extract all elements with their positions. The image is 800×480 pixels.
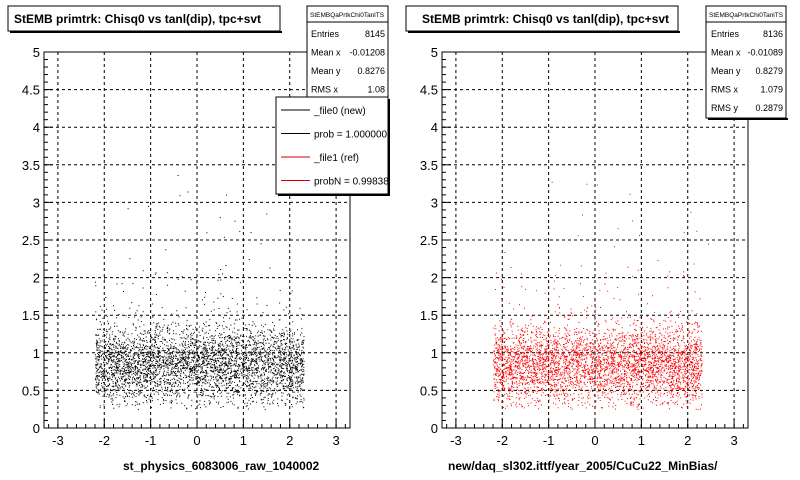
x-tick-label: -2 xyxy=(496,433,508,448)
x-tick-label: -2 xyxy=(98,433,110,448)
x-tick-label: -3 xyxy=(450,433,462,448)
right-scatter-points xyxy=(493,181,710,411)
left-grid xyxy=(44,52,350,428)
right-stats-box: StEMBQaPrtkChi0TanlTS Entries 8136 Mean x-… xyxy=(705,5,788,120)
stats-label: Mean x xyxy=(311,48,341,58)
y-tick-label: 1.5 xyxy=(22,308,40,323)
stats-value: 1.079 xyxy=(760,85,783,95)
left-panel: -3 -2 -1 0 1 2 3 0 0.5 1 1.5 2 2.5 3 3.5 4 4.5 5 StEMB pr… xyxy=(0,5,400,480)
x-tick-label: 2 xyxy=(684,433,691,448)
scatter-points xyxy=(95,175,305,411)
stats-label: RMS y xyxy=(711,103,739,113)
y-tick-label: 1.5 xyxy=(420,308,438,323)
left-title: StEMB primtrk: Chisq0 vs tanl(dip), tpc+… xyxy=(14,12,261,26)
x-tick-label: -1 xyxy=(543,433,555,448)
right-title: StEMB primtrk: Chisq0 vs tanl(dip), tpc+… xyxy=(422,12,669,26)
x-tick-label: 1 xyxy=(638,433,645,448)
legend-entry: _file0 (new) xyxy=(313,106,366,117)
y-tick-label: 1 xyxy=(33,346,40,361)
y-tick-label: 2.5 xyxy=(22,233,40,248)
stats-label: Mean y xyxy=(711,66,741,76)
x-tick-label: 0 xyxy=(591,433,598,448)
left-title-box: StEMB primtrk: Chisq0 vs tanl(dip), tpc+… xyxy=(7,5,282,33)
y-tick-label: 2.5 xyxy=(420,233,438,248)
stats-value: 0.8276 xyxy=(357,66,385,76)
stats-value: -0.01089 xyxy=(747,48,783,58)
x-tick-label: 3 xyxy=(730,433,737,448)
stats-value: 0.8279 xyxy=(755,66,783,76)
legend-entry: _file1 (ref) xyxy=(313,153,359,164)
left-stats-box: StEMBQaPrtkChi0TanlTS Entries 8145 Mean x-… xyxy=(306,5,390,106)
x-tick-label: 3 xyxy=(332,433,339,448)
y-tick-label: 0 xyxy=(33,421,40,436)
stats-value: 8136 xyxy=(763,29,783,39)
stats-value: 1.08 xyxy=(367,85,385,95)
y-tick-label: 4.5 xyxy=(22,83,40,98)
stats-value: -0.01208 xyxy=(349,48,385,58)
stats-value: 0.2879 xyxy=(755,103,783,113)
y-tick-label: 4 xyxy=(33,120,40,135)
y-tick-label: 4 xyxy=(431,120,438,135)
y-tick-label: 0.5 xyxy=(420,383,438,398)
right-stats-header: StEMBQaPrtkChi0TanlTS xyxy=(709,12,784,19)
left-overlap-strip xyxy=(0,470,130,480)
legend-entry: prob = 1.000000 xyxy=(314,130,388,141)
y-tick-label: 4.5 xyxy=(420,83,438,98)
legend-entry: probN = 0.99838 xyxy=(314,177,389,188)
right-x-axis-label: new/daq_sl302.ittf/year_2005/CuCu22_MinB… xyxy=(448,459,718,473)
stats-value: 8145 xyxy=(365,29,385,39)
left-axis-ticks: -3 -2 -1 0 1 2 3 0 0.5 1 1.5 2 2.5 3 3.5 4 4.5 5 xyxy=(22,45,346,448)
stats-label: Mean x xyxy=(711,48,741,58)
y-tick-label: 5 xyxy=(33,45,40,60)
y-tick-label: 3.5 xyxy=(22,158,40,173)
right-panel: -3 -2 -1 0 1 2 3 0 0.5 1 1.5 2 2.5 3 3.5 4 4.5 5 StEMB pr… xyxy=(405,5,788,473)
y-tick-label: 1 xyxy=(431,346,438,361)
left-x-axis-label: st_physics_6083006_raw_1040002 xyxy=(123,459,319,473)
stats-label: Mean y xyxy=(311,66,341,76)
stats-label: RMS x xyxy=(711,85,739,95)
y-tick-label: 3 xyxy=(431,195,438,210)
stats-label: Entries xyxy=(311,29,340,39)
right-axis-ticks: -3 -2 -1 0 1 2 3 0 0.5 1 1.5 2 2.5 3 3.5 4 4.5 5 xyxy=(420,45,744,448)
right-grid xyxy=(442,52,748,428)
left-scatter-points xyxy=(95,175,305,411)
legend-clip xyxy=(390,97,400,197)
y-tick-label: 5 xyxy=(431,45,438,60)
left-legend: _file0 (new) prob = 1.000000 _file1 (ref) p… xyxy=(275,96,400,197)
x-tick-label: -3 xyxy=(52,433,64,448)
y-tick-label: 2 xyxy=(431,271,438,286)
y-tick-label: 3.5 xyxy=(420,158,438,173)
x-tick-label: 1 xyxy=(240,433,247,448)
stats-label: Entries xyxy=(711,29,740,39)
right-title-box: StEMB primtrk: Chisq0 vs tanl(dip), tpc+… xyxy=(405,5,680,33)
scatter-points xyxy=(493,181,710,411)
y-tick-label: 2 xyxy=(33,271,40,286)
x-tick-label: -1 xyxy=(145,433,157,448)
stats-label: RMS x xyxy=(311,85,339,95)
left-stats-header: StEMBQaPrtkChi0TanlTS xyxy=(310,12,385,19)
y-tick-label: 3 xyxy=(33,195,40,210)
y-tick-label: 0 xyxy=(431,421,438,436)
x-tick-label: 0 xyxy=(193,433,200,448)
y-tick-label: 0.5 xyxy=(22,383,40,398)
x-tick-label: 2 xyxy=(286,433,293,448)
